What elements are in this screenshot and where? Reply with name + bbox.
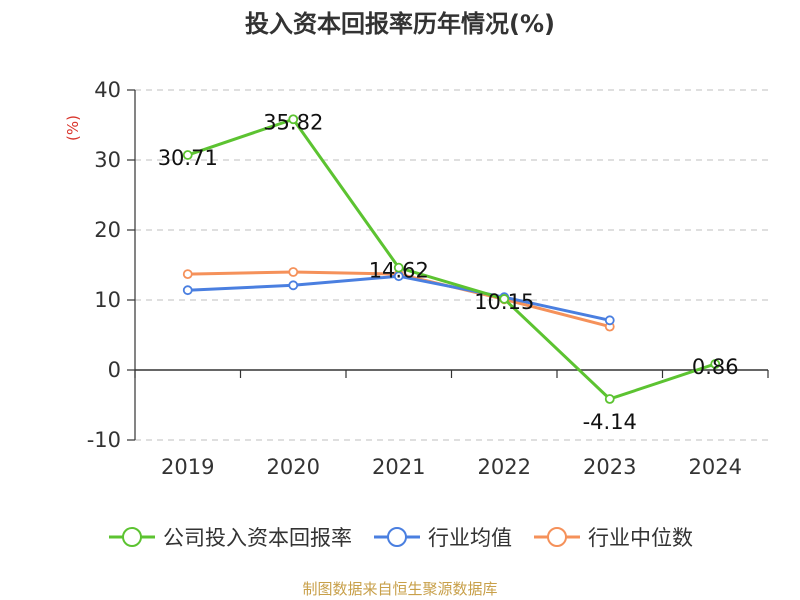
y-tick-label: 40 <box>94 78 121 102</box>
x-tick-label: 2023 <box>583 455 636 479</box>
data-point <box>499 294 510 304</box>
data-point <box>604 315 615 326</box>
y-axis: -10 0 10 20 30 40 <box>87 78 136 452</box>
data-label: 35.82 <box>263 110 323 134</box>
legend: 公司投入资本回报率 行业均值 行业中位数 <box>0 520 800 554</box>
y-tick-label: 0 <box>108 358 121 382</box>
y-tick-label: 10 <box>94 288 121 312</box>
x-tick-label: 2024 <box>689 455 742 479</box>
x-tick-label: 2020 <box>267 455 320 479</box>
industry-avg-legend-item[interactable]: 行业均值 <box>372 522 512 552</box>
data-point <box>182 150 193 160</box>
grid-lines <box>135 89 768 441</box>
x-tick-label: 2022 <box>478 455 531 479</box>
data-point <box>604 394 615 404</box>
x-axis: 2019 2020 2021 2022 2023 2024 <box>134 369 769 479</box>
series-group <box>182 114 721 404</box>
industry-median-legend-item[interactable]: 行业中位数 <box>532 522 693 552</box>
legend-line-circle-icon <box>534 527 580 547</box>
data-label: 0.86 <box>692 355 739 379</box>
data-point <box>288 114 299 125</box>
legend-label: 行业均值 <box>428 526 512 550</box>
y-axis-unit: (%) <box>64 115 82 141</box>
x-tick-label: 2019 <box>161 455 214 479</box>
y-tick-label: -10 <box>87 428 121 452</box>
chart-title: 投入资本回报率历年情况(%) <box>245 10 555 38</box>
company-legend-item[interactable]: 公司投入资本回报率 <box>107 522 352 552</box>
series-line-1 <box>187 274 611 322</box>
data-point <box>288 280 299 291</box>
y-tick-label: 30 <box>94 148 121 172</box>
data-point <box>710 359 721 369</box>
data-point <box>393 262 404 273</box>
y-tick-label: 20 <box>94 218 121 242</box>
legend-label: 行业中位数 <box>588 526 693 550</box>
legend-label: 公司投入资本回报率 <box>163 526 352 550</box>
data-point <box>182 269 193 280</box>
legend-line-circle-icon <box>374 527 420 547</box>
data-point <box>182 285 193 296</box>
data-label: 10.15 <box>474 290 534 314</box>
data-labels: 30.71 35.82 14.62 10.15 -4.14 0.86 <box>158 110 739 434</box>
data-label: 14.62 <box>369 259 429 283</box>
x-tick-label: 2021 <box>372 455 425 479</box>
data-point <box>288 267 299 277</box>
legend-line-circle-icon <box>109 527 155 547</box>
source-note: 制图数据来自恒生聚源数据库 <box>302 580 498 598</box>
data-label: -4.14 <box>583 410 637 434</box>
data-label: 30.71 <box>158 146 218 170</box>
series-line-0 <box>187 117 716 401</box>
